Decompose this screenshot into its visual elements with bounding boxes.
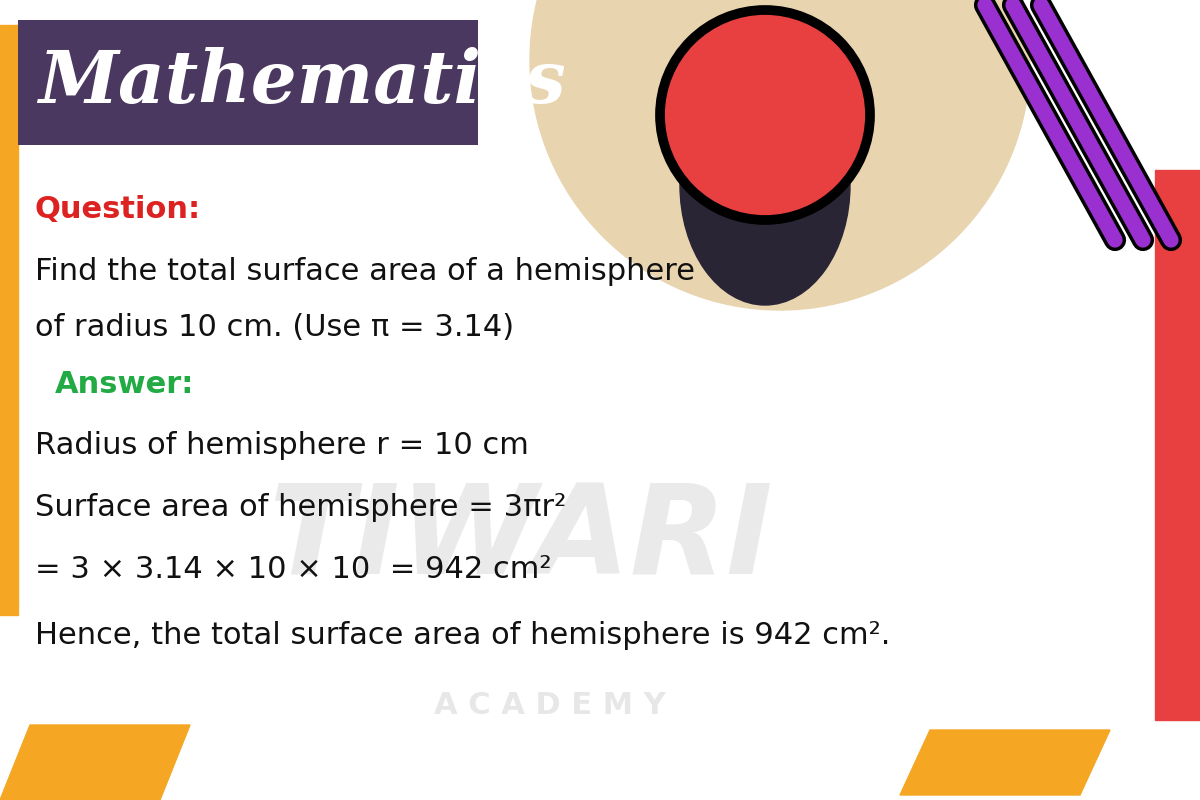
Text: of radius 10 cm. (Use π = 3.14): of radius 10 cm. (Use π = 3.14) [35,314,514,342]
Ellipse shape [680,65,850,305]
Text: TIWARI: TIWARI [268,479,773,601]
Text: Find the total surface area of a hemisphere: Find the total surface area of a hemisph… [35,258,695,286]
Text: A C A D E M Y: A C A D E M Y [434,690,666,719]
Polygon shape [900,730,1110,795]
Circle shape [660,10,870,220]
Text: Answer:: Answer: [55,370,194,399]
Bar [1154,170,1200,720]
Bar [0,25,18,615]
Text: Question:: Question: [35,195,202,225]
Text: = 3 × 3.14 × 10 × 10  = 942 cm²: = 3 × 3.14 × 10 × 10 = 942 cm² [35,555,552,585]
Circle shape [530,0,1030,310]
Text: Radius of hemisphere r = 10 cm: Radius of hemisphere r = 10 cm [35,430,529,459]
Text: Mathematics: Mathematics [38,46,565,118]
Text: Surface area of hemisphere = 3πr²: Surface area of hemisphere = 3πr² [35,493,566,522]
Text: Hence, the total surface area of hemisphere is 942 cm².: Hence, the total surface area of hemisph… [35,621,890,650]
Polygon shape [0,725,190,800]
FancyBboxPatch shape [18,20,478,145]
